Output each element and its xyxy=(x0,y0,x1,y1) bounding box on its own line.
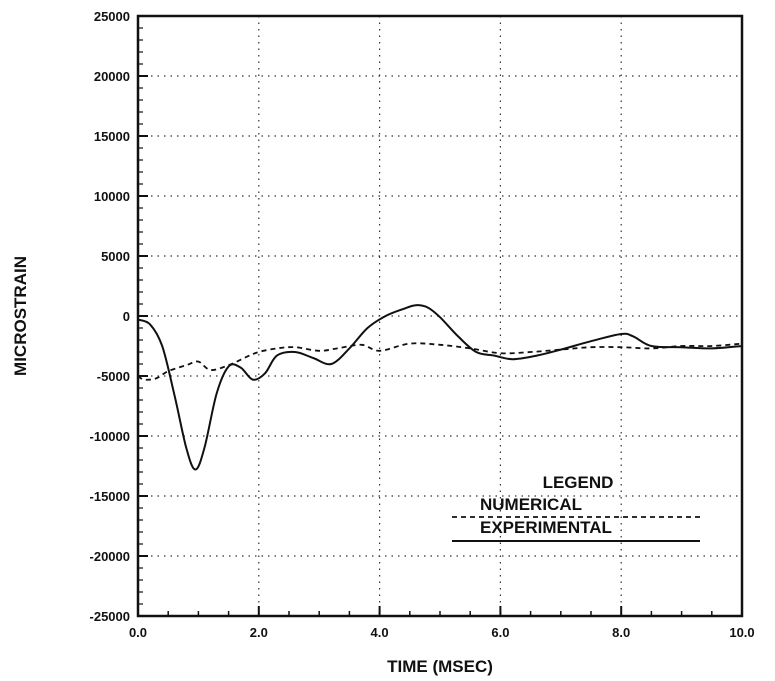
series-numerical-line xyxy=(137,342,743,381)
x-tick-label: 10.0 xyxy=(729,625,754,640)
y-tick-label: 25000 xyxy=(94,9,130,24)
x-tick-label: 0.0 xyxy=(129,625,147,640)
legend: LEGEND NUMERICAL EXPERIMENTAL xyxy=(452,473,700,542)
y-tick-label: -15000 xyxy=(90,489,130,504)
x-tick-label: 4.0 xyxy=(371,625,389,640)
x-tick-label: 8.0 xyxy=(612,625,630,640)
series-layer xyxy=(137,304,743,471)
y-tick-label: 15000 xyxy=(94,129,130,144)
y-tick-labels: 25000 20000 15000 10000 5000 0 -5000 -10000 -150… xyxy=(90,9,130,624)
y-tick-label: -5000 xyxy=(97,369,130,384)
x-axis-title: TIME (MSEC) xyxy=(387,657,493,676)
y-tick-label: 10000 xyxy=(94,189,130,204)
y-axis-title: MICROSTRAIN xyxy=(11,256,30,376)
y-tick-label: 5000 xyxy=(101,249,130,264)
y-tick-label: -10000 xyxy=(90,429,130,444)
legend-label-experimental: EXPERIMENTAL xyxy=(480,518,612,537)
y-tick-label: -20000 xyxy=(90,549,130,564)
y-tick-label: 20000 xyxy=(94,69,130,84)
y-tick-label: 0 xyxy=(123,309,130,324)
x-tick-label: 6.0 xyxy=(491,625,509,640)
legend-label-numerical: NUMERICAL xyxy=(480,495,582,514)
legend-title: LEGEND xyxy=(543,473,614,492)
series-experimental-line xyxy=(137,304,743,471)
x-tick-labels: 0.0 2.0 4.0 6.0 8.0 10.0 xyxy=(129,625,755,640)
y-tick-label: -25000 xyxy=(90,609,130,624)
x-tick-label: 2.0 xyxy=(250,625,268,640)
ticks xyxy=(137,15,743,617)
grid xyxy=(138,16,742,616)
